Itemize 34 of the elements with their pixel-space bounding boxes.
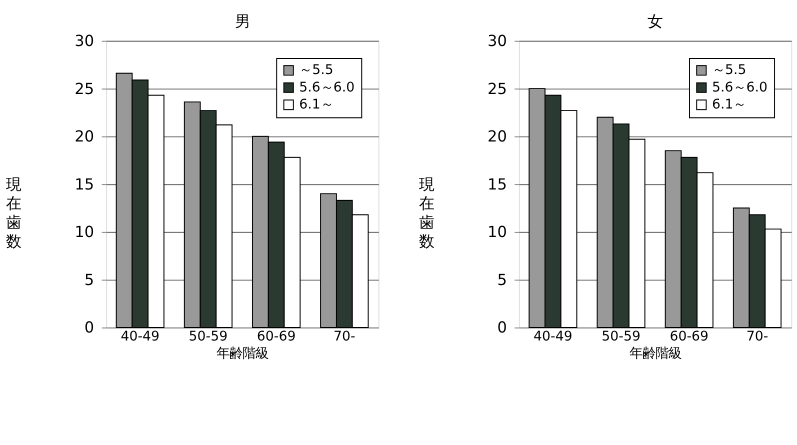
legend-label: ～5.5 xyxy=(299,63,334,78)
x-tick-label: 60-69 xyxy=(256,329,296,344)
x-tick-label: 70- xyxy=(333,329,356,344)
y-tick-label: 5 xyxy=(84,270,94,289)
y-tick-label: 25 xyxy=(488,80,507,98)
x-tick-label: 60-69 xyxy=(670,329,709,344)
y-tick-label: 20 xyxy=(488,128,507,146)
y-tick-label: 30 xyxy=(488,32,507,50)
y-axis-title: 現在歯数 xyxy=(6,175,22,251)
y-tick-label: 15 xyxy=(488,175,507,194)
y-tick-label: 20 xyxy=(74,128,94,146)
legend-label: 5.6～6.0 xyxy=(712,80,768,96)
legend-label: ～5.5 xyxy=(712,63,746,78)
y-axis-title: 現在歯数 xyxy=(418,175,434,251)
x-tick-label: 40-49 xyxy=(120,329,160,344)
y-tick-label: 30 xyxy=(74,32,94,50)
y-tick-label: 0 xyxy=(84,318,94,337)
legend-label: 5.6～6.0 xyxy=(299,80,355,96)
x-axis-title: 年齢階級 xyxy=(216,346,269,362)
y-tick-label: 5 xyxy=(497,270,507,289)
chart-title: 男 xyxy=(234,12,250,30)
x-tick-label: 50-59 xyxy=(602,329,640,344)
y-tick-label: 0 xyxy=(497,318,507,337)
x-tick-label: 50-59 xyxy=(188,329,228,344)
legend-label: 6.1～ xyxy=(299,98,334,113)
x-tick-label: 40-49 xyxy=(534,329,572,344)
chart-title: 女 xyxy=(648,12,663,30)
y-tick-label: 25 xyxy=(74,80,94,98)
x-axis-title: 年齢階級 xyxy=(630,346,682,362)
y-tick-label: 10 xyxy=(488,223,507,242)
legend-label: 6.1～ xyxy=(712,98,746,113)
y-tick-label: 15 xyxy=(74,175,94,194)
y-tick-label: 10 xyxy=(74,223,94,242)
x-tick-label: 70- xyxy=(746,329,768,344)
